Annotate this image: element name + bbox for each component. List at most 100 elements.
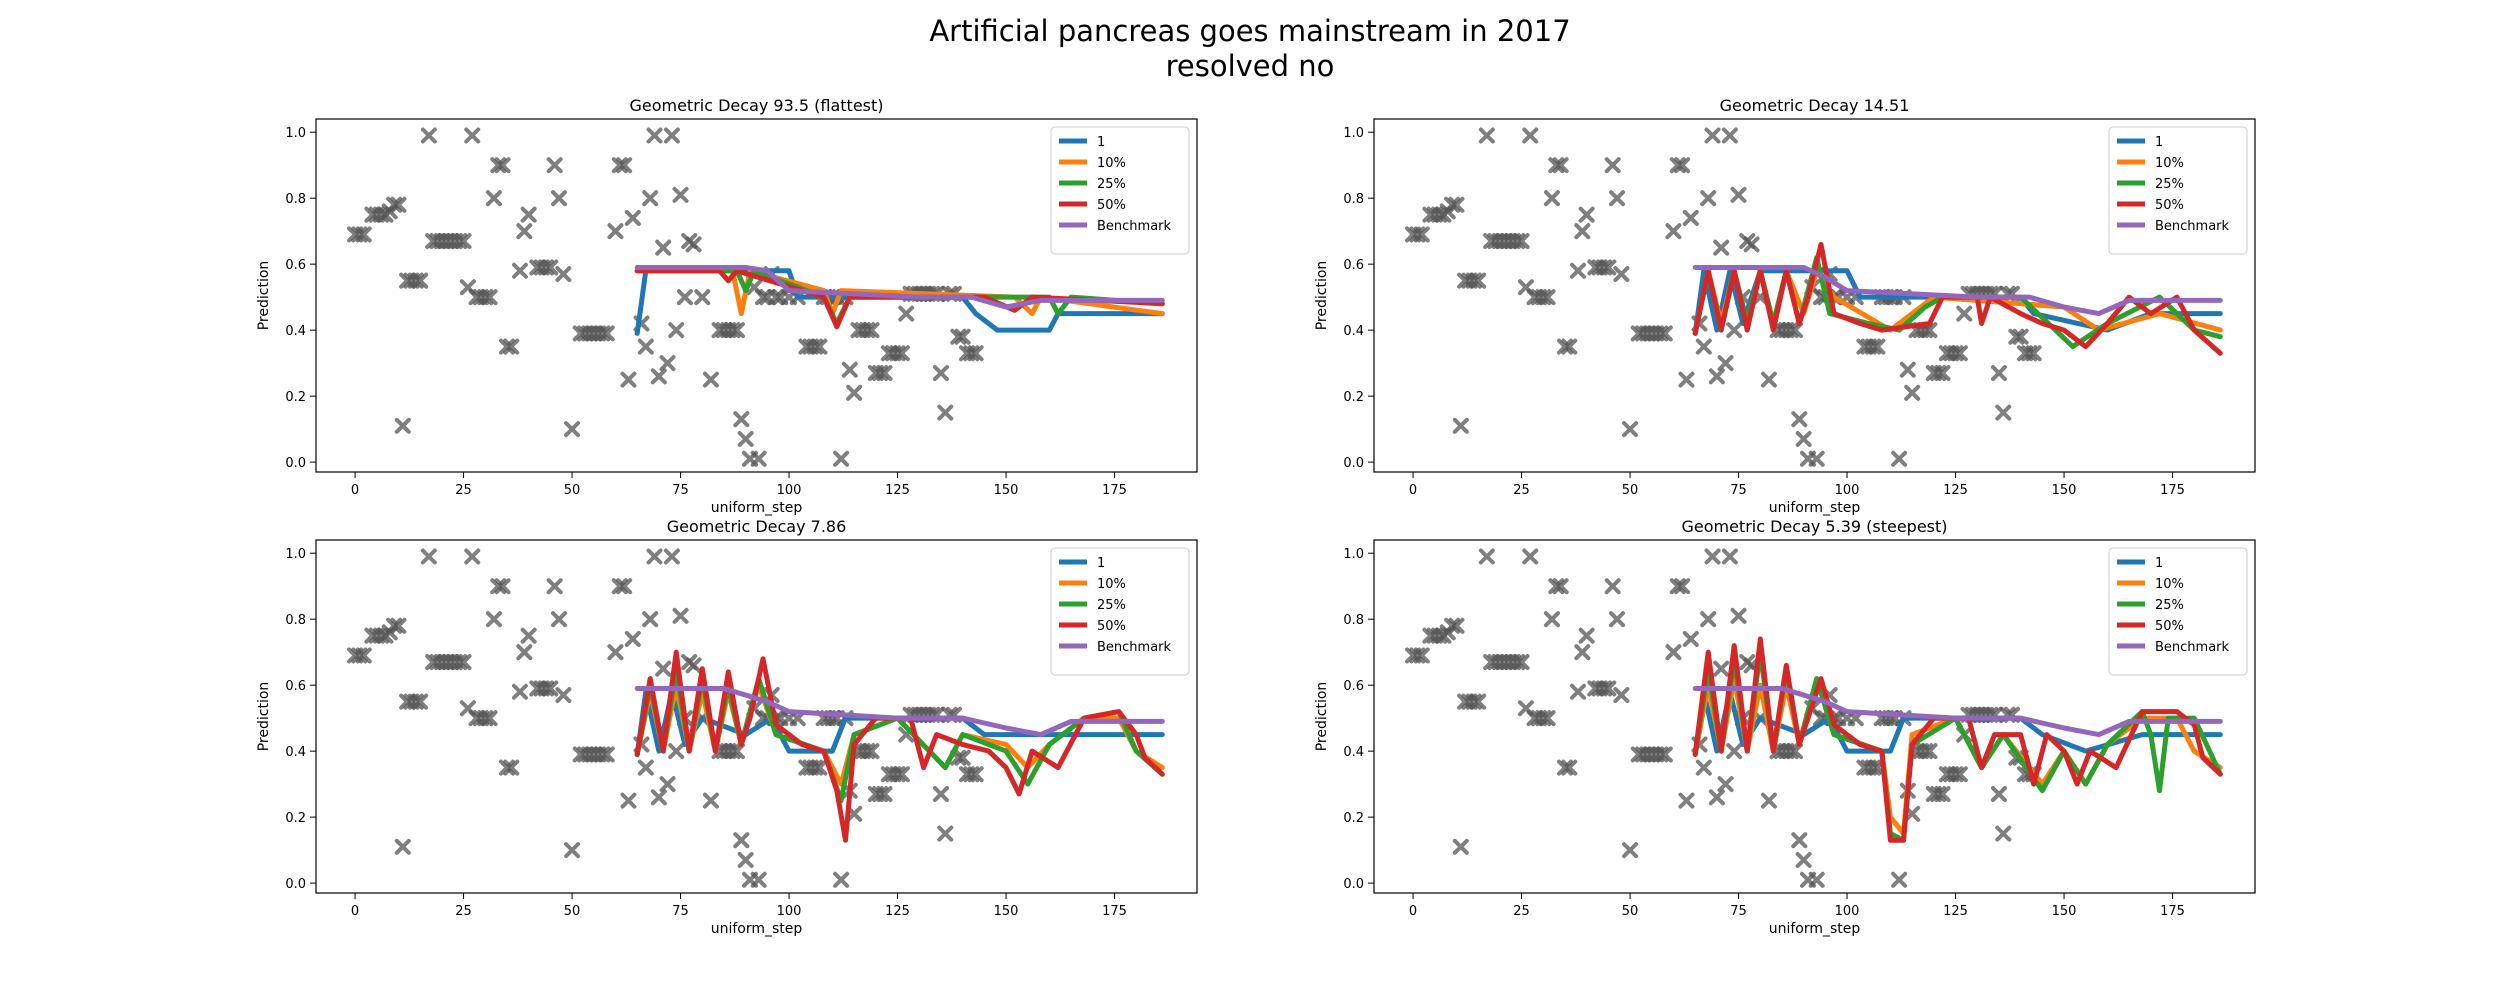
data-marker — [963, 766, 980, 783]
x-axis-label: uniform_step — [711, 500, 803, 516]
data-marker — [967, 345, 984, 362]
data-marker — [494, 578, 511, 595]
data-marker — [1951, 345, 1968, 362]
legend: 1 10% 25% 50% Benchmark — [2108, 126, 2248, 255]
data-marker — [481, 710, 498, 727]
data-marker — [386, 196, 403, 213]
legend-frame — [2108, 126, 2248, 255]
data-marker — [1604, 578, 1621, 595]
chart-1: Geometric Decay 93.5 (flattest)0 25 50 75 10… — [256, 96, 1198, 516]
data-marker — [494, 157, 511, 174]
data-marker — [1556, 338, 1573, 355]
x-tick-label: 50 — [1622, 483, 1639, 498]
legend-label: 25% — [1097, 598, 1126, 613]
data-marker — [750, 871, 767, 888]
data-marker — [663, 548, 680, 565]
data-marker — [511, 683, 528, 700]
y-tick-label: 0.8 — [285, 613, 306, 628]
data-marker — [498, 759, 515, 776]
data-marker — [451, 233, 468, 250]
chart-3: Geometric Decay 7.86 0 25 50 75 100 125 150 175 0… — [256, 517, 1198, 937]
data-marker — [464, 127, 481, 144]
data-marker — [637, 759, 654, 776]
data-marker — [1409, 226, 1426, 243]
data-marker — [637, 338, 654, 355]
plot-area — [1405, 548, 2223, 888]
x-tick-label: 50 — [564, 483, 581, 498]
data-marker — [1609, 190, 1626, 207]
plot-area — [1405, 127, 2223, 467]
data-marker — [1713, 660, 1730, 677]
y-tick-label: 0.6 — [285, 679, 306, 694]
data-marker — [1452, 417, 1469, 434]
data-marker — [876, 786, 893, 803]
data-marker — [1760, 371, 1777, 388]
data-marker — [542, 680, 559, 697]
data-marker — [1891, 871, 1908, 888]
data-marker — [889, 345, 906, 362]
y-tick-label: 0.4 — [285, 324, 306, 339]
data-marker — [1513, 233, 1530, 250]
data-marker — [1990, 786, 2007, 803]
data-marker — [685, 657, 702, 674]
data-marker — [1990, 365, 2007, 382]
series-line — [1692, 241, 2223, 356]
data-marker — [1622, 842, 1639, 859]
data-marker — [551, 190, 568, 207]
data-marker — [1869, 338, 1886, 355]
data-marker — [1704, 548, 1721, 565]
y-tick-label: 0.8 — [1343, 192, 1364, 207]
data-marker — [1569, 683, 1586, 700]
data-marker — [1951, 766, 1968, 783]
legend-frame — [1050, 126, 1190, 255]
data-marker — [1678, 792, 1695, 809]
data-marker — [1470, 272, 1487, 289]
legend-label: 1 — [2155, 135, 2163, 150]
data-marker — [1509, 654, 1526, 671]
data-marker — [1478, 548, 1495, 565]
data-marker — [1513, 654, 1530, 671]
data-marker — [1743, 236, 1760, 253]
data-marker — [724, 743, 741, 760]
data-marker — [485, 190, 502, 207]
data-marker — [1656, 325, 1673, 342]
legend: 1 10% 25% 50% Benchmark — [2108, 547, 2248, 676]
data-marker — [503, 338, 520, 355]
data-marker — [954, 328, 971, 345]
data-marker — [1808, 871, 1825, 888]
y-tick-label: 0.2 — [285, 811, 306, 826]
data-marker — [1930, 365, 1947, 382]
y-tick-label: 0.8 — [285, 192, 306, 207]
data-marker — [872, 365, 889, 382]
data-marker — [598, 325, 615, 342]
x-tick-label: 100 — [777, 904, 802, 919]
data-marker — [702, 371, 719, 388]
data-marker — [1548, 578, 1565, 595]
data-marker — [2021, 345, 2038, 362]
legend-label: 10% — [1097, 156, 1126, 171]
data-marker — [833, 450, 850, 467]
data-marker — [967, 766, 984, 783]
data-marker — [642, 611, 659, 628]
y-tick-label: 1.0 — [285, 126, 306, 141]
data-marker — [1704, 127, 1721, 144]
data-marker — [1713, 239, 1730, 256]
chart-title: Geometric Decay 7.86 — [667, 517, 847, 536]
x-tick-label: 25 — [1513, 483, 1530, 498]
data-marker — [594, 746, 611, 763]
x-tick-label: 125 — [885, 483, 910, 498]
data-marker — [546, 157, 563, 174]
y-tick-label: 0.2 — [1343, 811, 1364, 826]
data-marker — [412, 693, 429, 710]
data-marker — [642, 190, 659, 207]
data-marker — [511, 262, 528, 279]
data-marker — [872, 786, 889, 803]
data-marker — [672, 607, 689, 624]
figure-title: Artificial pancreas goes mainstream in 2… — [929, 14, 1571, 48]
data-marker — [1600, 259, 1617, 276]
data-marker — [1561, 338, 1578, 355]
x-axis-label: uniform_step — [1769, 921, 1861, 937]
data-marker — [1721, 548, 1738, 565]
data-marker — [1786, 322, 1803, 339]
